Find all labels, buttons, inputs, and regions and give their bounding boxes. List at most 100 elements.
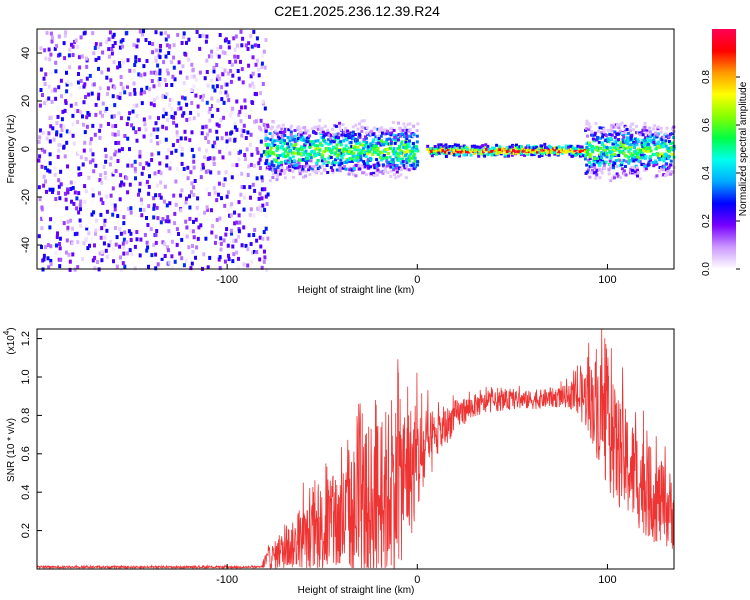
spectrogram-cell (646, 137, 649, 140)
spectrogram-cell (158, 48, 162, 53)
spectrogram-cell (178, 144, 182, 149)
spectrogram-cell (210, 208, 213, 213)
spectrogram-cell (133, 169, 137, 174)
spectrogram-cell (375, 173, 379, 177)
spectrogram-cell (147, 162, 151, 167)
spectrogram-cell (252, 250, 256, 254)
spectrogram-cell (43, 135, 47, 140)
spectrogram-cell (91, 123, 95, 128)
spectrogram-cell (231, 106, 235, 111)
spectrogram-cell (451, 145, 455, 148)
spectrogram-cell (79, 155, 83, 160)
spectrogram-cell (437, 145, 441, 149)
spectrogram-cell (246, 130, 250, 135)
spectrogram-cell (475, 145, 479, 149)
spectrogram-cell (137, 192, 140, 197)
spectrogram-cell (546, 152, 550, 155)
spectrogram-cell (74, 108, 78, 113)
spectrogram-cell (212, 69, 216, 74)
spectrogram-cell (120, 180, 124, 185)
spectrogram-cell (182, 81, 186, 85)
spectrogram-cell (85, 64, 89, 69)
spectrogram-cell (147, 32, 151, 36)
spectrogram-cell (92, 169, 96, 174)
spectrogram-cell (391, 163, 395, 167)
spectrogram-cell (42, 183, 46, 188)
spectrogram-cell (326, 131, 330, 135)
spectrogram-cell (621, 132, 625, 135)
spectrogram-cell (182, 167, 186, 171)
spectrogram-cell (309, 159, 313, 163)
spectrogram-cell (182, 111, 186, 116)
spectrogram-cell (164, 94, 168, 99)
spectrogram-cell (228, 137, 232, 142)
spectrogram-cell (84, 95, 87, 99)
spectrogram-cell (640, 141, 644, 145)
spectrogram-cell (65, 206, 69, 211)
spectrogram-cell (121, 97, 125, 102)
spectrogram-cell (154, 266, 158, 271)
spectrogram-cell (194, 77, 198, 82)
spectrogram-cell (106, 91, 109, 96)
spectrogram-cell (623, 154, 627, 158)
spectrogram-cell (278, 172, 282, 176)
spectrogram-cell (205, 187, 209, 192)
spectrogram-cell (519, 151, 523, 155)
spectrogram-cell (299, 133, 303, 136)
spectrogram-cell (101, 101, 105, 106)
spectrogram-cell (333, 133, 336, 137)
spectrogram-cell (657, 156, 661, 160)
spectrogram-cell (249, 207, 253, 212)
spectrogram-cell (64, 30, 68, 35)
spectrogram-cell (662, 144, 666, 148)
spectrogram-cell (128, 182, 132, 187)
spectrogram-cell (456, 152, 460, 156)
spectrogram-cell (122, 60, 125, 65)
spectrogram-cell (415, 140, 419, 144)
spectrogram-cell (350, 170, 354, 174)
spectrogram-cell (168, 103, 172, 107)
spectrogram-cell (306, 154, 310, 158)
spectrogram-cell (312, 165, 316, 169)
spectrogram-cell (68, 65, 72, 70)
spectrogram-cell (230, 231, 233, 236)
spectrogram-cell (49, 262, 53, 267)
spectrogram-cell (368, 156, 372, 160)
spectrogram-cell (128, 68, 132, 73)
spectrogram-cell (300, 152, 304, 156)
spectrogram-cell (56, 114, 60, 119)
spectrogram-cell (399, 168, 403, 172)
spectrogram-cell (483, 148, 487, 152)
spectrogram-cell (51, 126, 55, 131)
spectrogram-cell (119, 75, 123, 79)
spectrogram-cell (515, 143, 518, 147)
spectrogram-cell (613, 130, 617, 134)
spectrogram-cell (113, 207, 117, 212)
spectrogram-cell (116, 214, 120, 218)
spectrogram-cell (342, 153, 346, 157)
spectrogram-cell (561, 146, 564, 150)
spectrogram-cell (632, 146, 636, 149)
spectrogram-cell (47, 131, 51, 136)
spectrogram-cell (331, 168, 335, 172)
spectrogram-cell (252, 213, 256, 218)
spectrogram-cell (138, 188, 142, 193)
spectrogram-cell (241, 80, 245, 85)
spectrogram-cell (610, 176, 614, 180)
spectrogram-cell (103, 218, 107, 223)
spectrogram-cell (175, 227, 179, 232)
spectrogram-cell (638, 152, 642, 156)
spectrogram-cell (227, 45, 231, 50)
spectrogram-cell (133, 244, 137, 249)
spectrogram-cell (170, 114, 174, 119)
spectrogram-cell (383, 166, 387, 170)
spectrogram-cell (151, 42, 155, 46)
spectrogram-cell (269, 151, 273, 155)
spectrogram-cell (511, 145, 515, 149)
spectrogram-cell (137, 58, 141, 63)
spectrogram-cell (669, 132, 672, 136)
spectrogram-cell (121, 86, 125, 91)
spectrogram-cell (263, 249, 266, 254)
spectrogram-cell (204, 39, 208, 44)
spectrogram-cell (201, 33, 205, 38)
